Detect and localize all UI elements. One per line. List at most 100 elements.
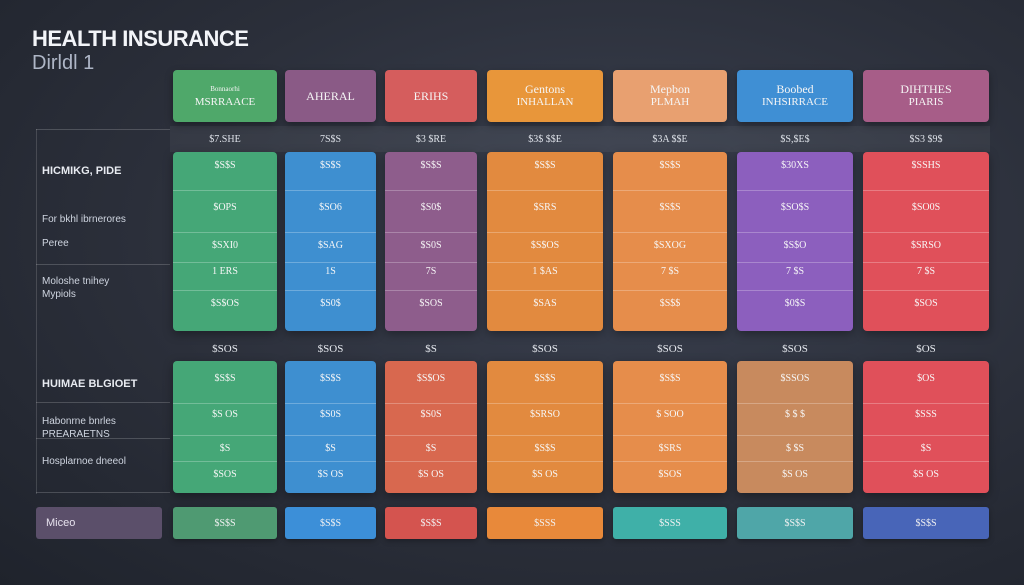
row-divider bbox=[285, 232, 376, 233]
benefit-value: $SRSO bbox=[910, 240, 941, 251]
benefit-value: $SAG bbox=[317, 240, 343, 251]
plan-benefits-block[interactable]: $S$S $S0$ $S0S 7S $SOS bbox=[385, 152, 477, 331]
footer-price-button[interactable]: $S$S bbox=[173, 507, 277, 539]
plan-coverage-block[interactable]: $S$S $S OS $S $SOS bbox=[173, 361, 277, 493]
benefit-value: $S$S bbox=[214, 160, 236, 171]
benefit-value: $SOS bbox=[419, 298, 443, 309]
benefit-value: 1S bbox=[325, 266, 336, 277]
benefit-value: $S$S bbox=[659, 202, 681, 213]
benefit-value: $0$S bbox=[784, 298, 806, 309]
row-divider bbox=[173, 461, 277, 462]
footer-price-button[interactable]: $S$S bbox=[863, 507, 989, 539]
row-divider bbox=[487, 232, 603, 233]
footer-price-button[interactable]: $S$S bbox=[285, 507, 376, 539]
page-title: HEALTH INSURANCE bbox=[32, 26, 249, 51]
row-label: Hosplarnoe dneeol bbox=[42, 456, 126, 467]
benefit-value: 7 $S bbox=[660, 266, 680, 277]
plan-benefits-block[interactable]: $SSHS $SO0S $SRSO 7 $S $SOS bbox=[863, 152, 989, 331]
coverage-value: $SRS bbox=[658, 443, 682, 454]
benefit-value: $SO0S bbox=[911, 202, 941, 213]
row-divider bbox=[385, 435, 477, 436]
plan-header-card[interactable]: ERIHS bbox=[385, 70, 477, 122]
benefit-value: $SSHS bbox=[911, 160, 941, 171]
plan-header-card[interactable]: Bonnaorhi MSRRAACE bbox=[173, 70, 277, 122]
price-cell: $S3 $9$ bbox=[909, 133, 943, 145]
plan-benefits-block[interactable]: $S$S $SO6 $SAG 1S $S0$ bbox=[285, 152, 376, 331]
row-divider bbox=[487, 190, 603, 191]
coverage-value: $S0S bbox=[420, 409, 442, 420]
row-divider bbox=[487, 435, 603, 436]
plan-header-card[interactable]: AHERAL bbox=[285, 70, 376, 122]
plan-coverage-block[interactable]: $SSOS $ $ $ $ $S $S OS bbox=[737, 361, 853, 493]
divider bbox=[36, 129, 37, 494]
benefit-value: $S$S bbox=[319, 160, 342, 171]
coverage-value: $S$S bbox=[319, 373, 342, 384]
benefit-value: $S$S bbox=[659, 160, 681, 171]
plan-coverage-block[interactable]: $S$S $S0S $S $S OS bbox=[285, 361, 376, 493]
coverage-value: $S$S bbox=[534, 373, 556, 384]
row-label: Habonrne bnrles bbox=[42, 416, 116, 427]
plan-name-line2: PLMAH bbox=[650, 96, 690, 108]
benefit-value: $S$$ bbox=[659, 298, 681, 309]
benefit-value: 1 ERS bbox=[212, 266, 238, 277]
benefit-value: $S$OS bbox=[210, 298, 240, 309]
coverage-value: $S bbox=[920, 443, 932, 454]
footer-price-button[interactable]: $SSS bbox=[613, 507, 727, 539]
price-cell: $3A $$E bbox=[652, 133, 688, 145]
plan-header-card[interactable]: Boobed INHSIRRACE bbox=[737, 70, 853, 122]
coverage-value: $S$OS bbox=[416, 373, 446, 384]
price-cell: 7S$S bbox=[319, 133, 342, 145]
plan-coverage-block[interactable]: $OS $SSS $S $S OS bbox=[863, 361, 989, 493]
row-divider bbox=[285, 190, 376, 191]
row-label: For bkhl ibrnerores bbox=[42, 214, 126, 225]
benefit-value: 7 $S bbox=[916, 266, 936, 277]
footer-price-button[interactable]: $SSS bbox=[487, 507, 603, 539]
row-divider bbox=[385, 232, 477, 233]
footer-price-button[interactable]: $S$S bbox=[737, 507, 853, 539]
footer-price-button[interactable]: $S$S bbox=[385, 507, 477, 539]
coverage-value: $S OS bbox=[532, 469, 558, 480]
row-divider bbox=[173, 262, 277, 263]
plan-benefits-block[interactable]: $S$S $SRS $S$OS 1 $AS $SAS bbox=[487, 152, 603, 331]
subtotal-cell: $SOS bbox=[532, 343, 558, 355]
coverage-value: $S OS bbox=[782, 469, 808, 480]
coverage-value: $S OS bbox=[212, 409, 238, 420]
plan-header-card[interactable]: Gentons INHALLAN bbox=[487, 70, 603, 122]
price-cell: $3$ $$E bbox=[528, 133, 562, 145]
plan-name-line2: INHSIRRACE bbox=[761, 96, 828, 108]
subtotal-cell: $SOS bbox=[657, 343, 683, 355]
plan-benefits-block[interactable]: $S$S $S$S $SXOG 7 $S $S$$ bbox=[613, 152, 727, 331]
row-divider bbox=[285, 435, 376, 436]
row-divider bbox=[737, 262, 853, 263]
row-divider bbox=[487, 461, 603, 462]
row-divider bbox=[863, 435, 989, 436]
row-divider bbox=[613, 403, 727, 404]
row-divider bbox=[173, 435, 277, 436]
row-divider bbox=[487, 290, 603, 291]
plan-name-line1: AHERAL bbox=[306, 88, 355, 103]
row-divider bbox=[737, 403, 853, 404]
row-divider bbox=[385, 290, 477, 291]
benefit-value: $SO$S bbox=[780, 202, 810, 213]
plan-benefits-block[interactable]: $30XS $SO$S $S$O 7 $S $0$S bbox=[737, 152, 853, 331]
plan-name-line1: Boobed bbox=[776, 82, 814, 96]
plan-header-card[interactable]: Mepbon PLMAH bbox=[613, 70, 727, 122]
coverage-value: $S bbox=[325, 443, 336, 454]
benefit-value: $SO6 bbox=[319, 202, 342, 213]
coverage-value: $ SOO bbox=[656, 409, 684, 420]
divider bbox=[36, 129, 170, 130]
row-divider bbox=[863, 262, 989, 263]
row-divider bbox=[737, 461, 853, 462]
plan-coverage-block[interactable]: $S$OS $S0S $S $S OS bbox=[385, 361, 477, 493]
plan-name-line1: DIHTHES bbox=[900, 82, 952, 96]
row-divider bbox=[285, 461, 376, 462]
benefit-value: $SXOG bbox=[653, 240, 687, 251]
row-divider bbox=[173, 190, 277, 191]
coverage-value: $S OS bbox=[418, 469, 444, 480]
plan-coverage-block[interactable]: $S$S $ SOO $SRS $SOS bbox=[613, 361, 727, 493]
row-divider bbox=[613, 290, 727, 291]
plan-benefits-block[interactable]: $S$S $OPS $SXI0 1 ERS $S$OS bbox=[173, 152, 277, 331]
plan-coverage-block[interactable]: $S$S $SRSO $S$S $S OS bbox=[487, 361, 603, 493]
plan-header-card[interactable]: DIHTHES PIARIS bbox=[863, 70, 989, 122]
row-divider bbox=[487, 262, 603, 263]
